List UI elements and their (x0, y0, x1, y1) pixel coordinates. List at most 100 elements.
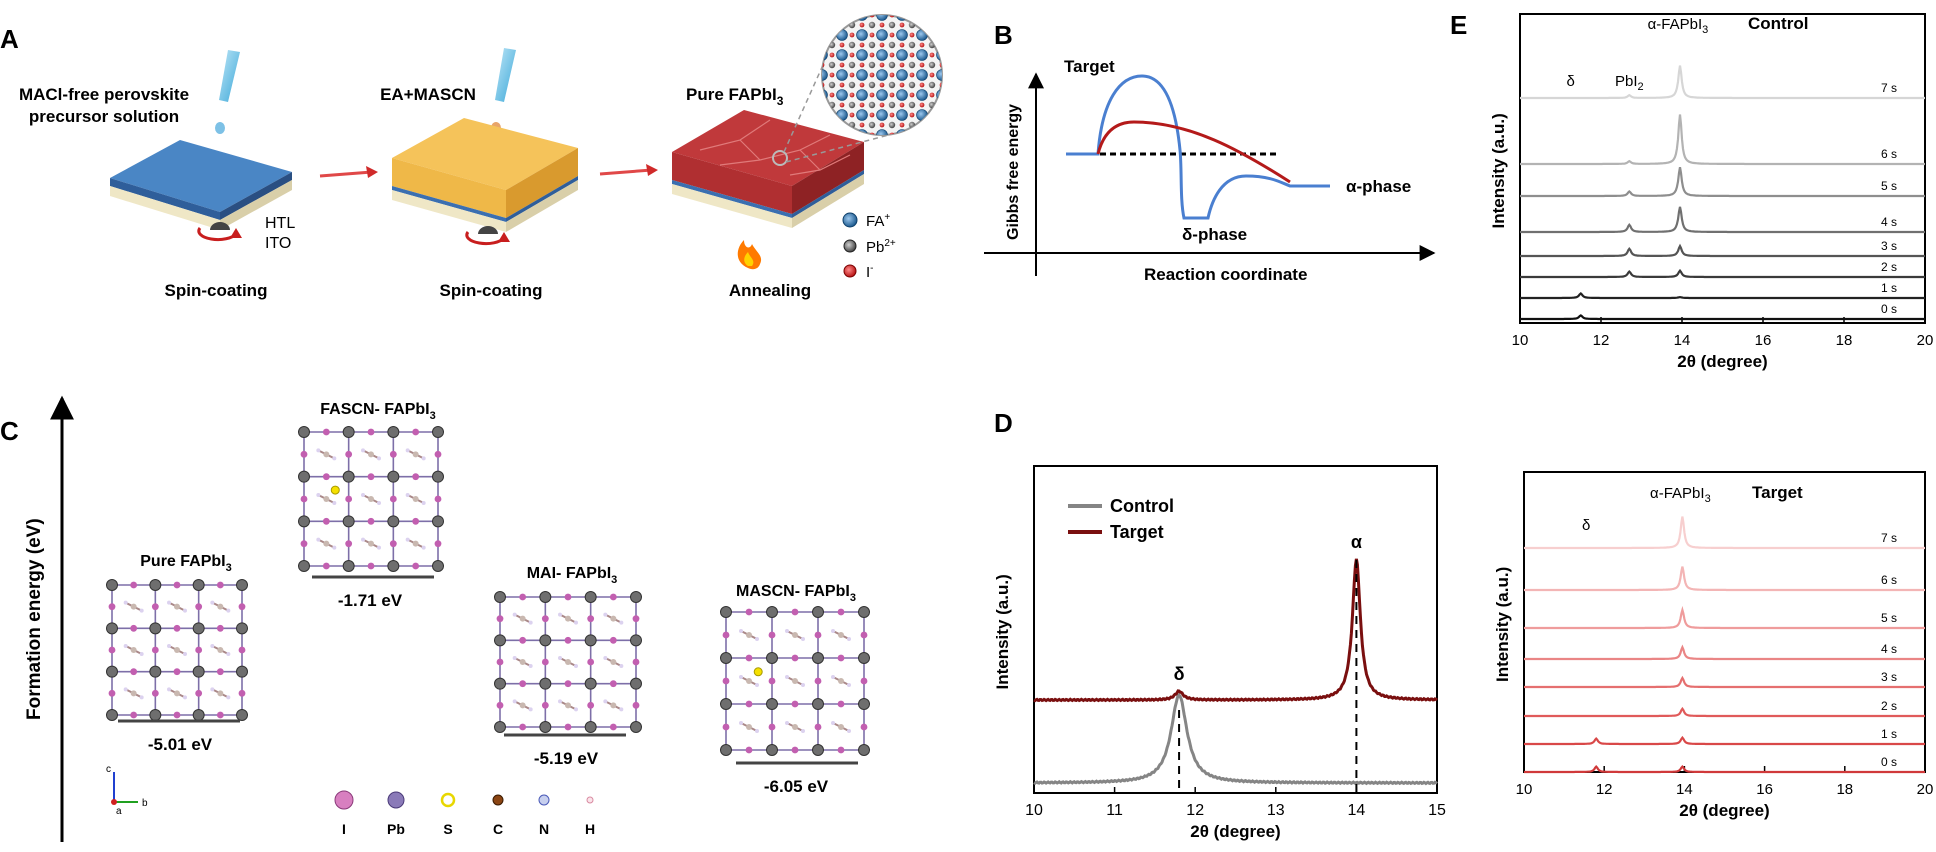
i-atom (322, 428, 330, 436)
fa-ion-dot (836, 49, 848, 61)
i-ion-dot (950, 133, 955, 138)
i-atom (130, 624, 138, 632)
i-atom (768, 677, 776, 685)
fa-ion-dot (822, 49, 828, 61)
element-pb-icon (387, 791, 405, 809)
molecule-atom (755, 683, 759, 687)
peak-label-text: δ (1582, 517, 1590, 534)
control-energy-curve (1066, 74, 1330, 220)
molecule-atom (139, 652, 144, 656)
i-atom (564, 593, 572, 601)
i-atom (195, 603, 203, 611)
molecule-atom (519, 702, 526, 709)
pb-ion-dot (848, 101, 856, 109)
i-ion-dot (920, 143, 925, 148)
pb-atom (298, 560, 310, 572)
pb-ion-dot (868, 81, 876, 89)
i-atom (722, 677, 730, 685)
molecule-atom (139, 608, 144, 613)
layer-label-ito: ITO (265, 235, 291, 252)
molecule-atom (377, 545, 381, 550)
i-atom (745, 746, 753, 754)
i-atom (367, 562, 375, 570)
pb-atom (106, 709, 118, 721)
i-atom (151, 646, 159, 654)
target-curve-label: Target (1064, 57, 1115, 76)
reaction-xlabel: Reaction coordinate (1144, 265, 1307, 284)
fa-ion-dot (856, 29, 868, 41)
i-ion-dot (879, 22, 885, 28)
struct-sub-2: 3 (611, 574, 617, 586)
pb-ion-dot (949, 62, 955, 68)
i-atom (173, 581, 181, 589)
series-label: 0 s (1881, 755, 1897, 769)
pb-atom (106, 665, 118, 678)
x-tick-label: 12 (1593, 332, 1610, 349)
i-ion-dot (849, 92, 855, 98)
pb-atom (539, 677, 552, 690)
i-atom (173, 668, 181, 676)
i-atom (745, 654, 753, 662)
pb-atom (342, 515, 355, 528)
x-tick-label: 16 (1756, 781, 1773, 798)
legend-label-target: Target (1110, 522, 1164, 542)
pb-atom (192, 665, 205, 678)
i-atom (564, 636, 572, 644)
fa-ion-dot (876, 89, 888, 101)
pb-ion-dot (929, 142, 935, 148)
x-tick-label: 14 (1674, 332, 1691, 349)
i-ion-dot (889, 92, 895, 98)
i-ion-dot (879, 102, 885, 108)
series-line-3s (1524, 675, 1925, 689)
molecule-atom (610, 615, 617, 622)
element-i-label: I (342, 821, 346, 837)
pb-atom (192, 622, 205, 635)
series-line-1s (1524, 735, 1925, 746)
pb-ion-dot (888, 41, 896, 49)
i-ion-dot (929, 112, 935, 118)
peak-label: δ (1582, 517, 1590, 534)
element-c-icon (492, 794, 504, 806)
pb-ion-dot (928, 21, 936, 29)
molecule-atom (792, 678, 798, 684)
legend-i-sup: - (870, 263, 873, 274)
molecule-atom (838, 678, 844, 684)
panel-b-letter: B (994, 20, 1013, 50)
i-atom (434, 450, 442, 458)
i-ion-dot (929, 32, 935, 38)
molecule-atom (558, 612, 562, 617)
i-atom (541, 701, 549, 709)
series-line-2s (1520, 268, 1925, 279)
molecule-atom (739, 675, 743, 679)
pb-atom (432, 515, 444, 528)
pb-atom (720, 744, 732, 756)
pb-atom (630, 591, 642, 603)
pb-atom (766, 606, 778, 618)
series-label: 7 s (1881, 531, 1897, 545)
molecule-atom (405, 448, 410, 453)
molecule-atom (739, 629, 743, 633)
i-atom (238, 689, 246, 697)
i-atom (609, 723, 617, 731)
series-label: 2 s (1881, 260, 1897, 274)
peak-label: α-FAPbI3 (1650, 485, 1711, 505)
i-ion-dot (849, 112, 855, 118)
x-tick-label: 14 (1676, 781, 1693, 798)
molecule-atom (785, 721, 789, 725)
pb-atom (106, 579, 118, 591)
crystal-structure-pure (106, 579, 248, 721)
i-atom (412, 428, 420, 436)
fa-ion-dot (836, 69, 848, 81)
spin-arrow-icon (197, 222, 242, 242)
molecule-atom (838, 724, 844, 730)
molecule-atom (332, 501, 337, 505)
fa-ion-dot (876, 129, 888, 135)
series-line-4s (1524, 644, 1925, 661)
i-ion-dot (889, 32, 895, 38)
process-arrow-2 (599, 164, 658, 176)
fa-ion-dot (896, 49, 908, 61)
i-ion-dot (889, 132, 895, 135)
molecule-atom (332, 456, 337, 461)
molecule-atom (377, 501, 381, 505)
i-atom (300, 540, 308, 548)
